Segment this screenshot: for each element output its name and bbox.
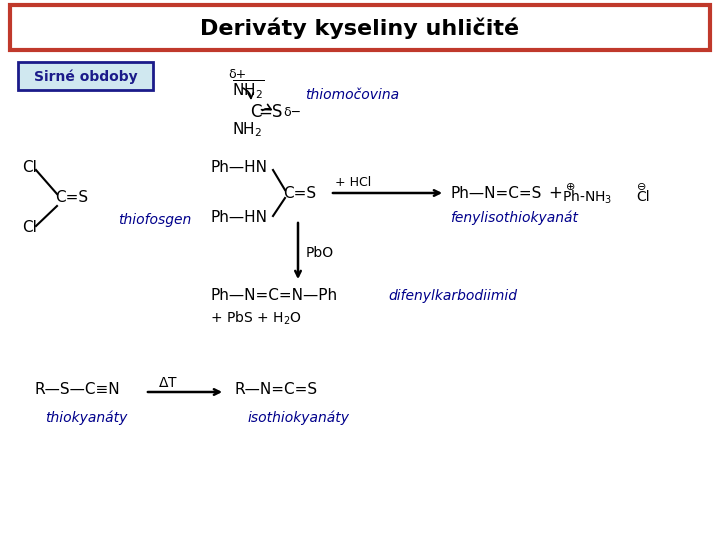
Text: Ph-NH$_3$: Ph-NH$_3$	[562, 188, 612, 206]
Text: + PbS + H$_2$O: + PbS + H$_2$O	[210, 309, 302, 327]
Text: fenylisothiokyanát: fenylisothiokyanát	[450, 211, 578, 225]
Text: Ph—N=C=S: Ph—N=C=S	[450, 186, 541, 200]
Text: δ−: δ−	[283, 105, 301, 118]
Text: $\oplus$: $\oplus$	[565, 180, 575, 192]
Text: =S: =S	[258, 103, 282, 121]
Text: + HCl: + HCl	[335, 177, 372, 190]
Text: thiomočovina: thiomočovina	[305, 88, 399, 102]
Text: thiokyanáty: thiokyanáty	[45, 411, 127, 426]
Text: Ph—HN: Ph—HN	[210, 211, 267, 226]
Text: Ph—N=C=N—Ph: Ph—N=C=N—Ph	[210, 288, 337, 303]
Text: R—S—C≡N: R—S—C≡N	[35, 382, 121, 397]
Text: $\ominus$: $\ominus$	[636, 180, 647, 192]
Text: isothiokyanáty: isothiokyanáty	[248, 411, 350, 426]
FancyBboxPatch shape	[10, 5, 710, 50]
Text: Deriváty kyseliny uhličité: Deriváty kyseliny uhličité	[200, 17, 520, 39]
Text: Cl: Cl	[636, 190, 649, 204]
Text: NH$_2$: NH$_2$	[232, 120, 262, 139]
Text: PbO: PbO	[306, 246, 334, 260]
Text: Sirné obdoby: Sirné obdoby	[34, 70, 138, 84]
Text: +: +	[548, 184, 562, 202]
Text: C=S: C=S	[283, 186, 316, 200]
FancyBboxPatch shape	[18, 62, 153, 90]
Text: difenylkarbodiimid: difenylkarbodiimid	[388, 289, 517, 303]
Text: C=S: C=S	[55, 191, 88, 206]
Text: $\Delta$T: $\Delta$T	[158, 376, 178, 390]
Text: Ph—HN: Ph—HN	[210, 160, 267, 176]
Text: $\overline{\rm NH_2}$: $\overline{\rm NH_2}$	[232, 79, 264, 102]
Text: C: C	[250, 103, 261, 121]
Text: R—N=C=S: R—N=C=S	[235, 382, 318, 397]
Text: thiofosgen: thiofosgen	[118, 213, 192, 227]
Text: Cl: Cl	[22, 160, 37, 176]
Text: δ+: δ+	[228, 69, 246, 82]
Text: Cl: Cl	[22, 220, 37, 235]
